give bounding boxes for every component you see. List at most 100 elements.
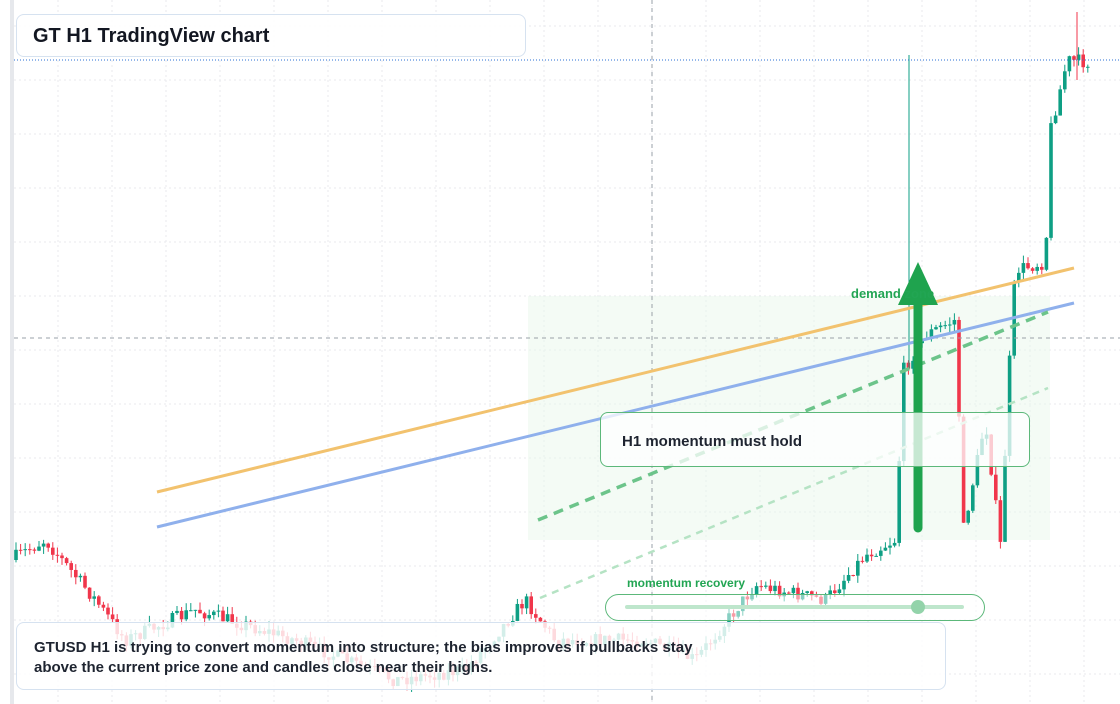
candle-body bbox=[212, 611, 216, 616]
candle-body bbox=[230, 614, 234, 624]
candle-body bbox=[929, 329, 934, 339]
candle-body bbox=[902, 362, 906, 462]
candle-body bbox=[179, 610, 184, 620]
candle-body bbox=[83, 575, 87, 588]
candle-body bbox=[938, 325, 943, 328]
candle-body bbox=[520, 603, 524, 609]
candle-body bbox=[1026, 263, 1030, 269]
candle-body bbox=[1007, 355, 1012, 456]
candle-body bbox=[106, 607, 110, 615]
candle-body bbox=[32, 549, 37, 551]
candle-body bbox=[846, 575, 851, 581]
candle-body bbox=[18, 549, 23, 551]
candle-body bbox=[764, 585, 768, 587]
candle-body bbox=[1063, 71, 1067, 90]
candle-body bbox=[943, 325, 947, 327]
note-box: H1 momentum must hold bbox=[600, 412, 1030, 467]
summary-box: GTUSD H1 is trying to convert momentum i… bbox=[16, 622, 946, 690]
candle-body bbox=[207, 615, 211, 619]
candle-body bbox=[221, 610, 225, 622]
candle-body bbox=[787, 592, 791, 594]
candle-body bbox=[198, 609, 202, 614]
candle-body bbox=[888, 545, 892, 548]
candle-body bbox=[23, 549, 27, 551]
candle-body bbox=[911, 360, 915, 369]
candle-body bbox=[28, 549, 32, 551]
arrow-head bbox=[898, 262, 938, 305]
slider-box bbox=[605, 594, 985, 621]
candle-body bbox=[828, 590, 832, 595]
title-box: GT H1 TradingView chart bbox=[16, 14, 526, 57]
summary-text: GTUSD H1 is trying to convert momentum i… bbox=[34, 639, 693, 676]
candle-body bbox=[957, 319, 961, 417]
candle-body bbox=[193, 609, 198, 611]
candle-body bbox=[961, 416, 966, 523]
candle-body bbox=[1058, 89, 1062, 116]
candle-body bbox=[55, 554, 60, 556]
candle-body bbox=[971, 485, 975, 511]
candle-body bbox=[805, 591, 809, 593]
candle-body bbox=[97, 596, 101, 605]
candle-body bbox=[1081, 54, 1085, 68]
candle-body bbox=[1067, 56, 1072, 72]
candle-body bbox=[810, 591, 814, 596]
zone-label: demand zone bbox=[851, 286, 935, 301]
candle-body bbox=[796, 587, 800, 600]
candle-body bbox=[78, 575, 83, 578]
candle-body bbox=[1086, 66, 1090, 68]
candle-body bbox=[202, 613, 207, 619]
candle-body bbox=[1035, 266, 1039, 271]
candle-body bbox=[759, 586, 763, 588]
candle-body bbox=[225, 614, 230, 622]
candle-body bbox=[856, 560, 860, 576]
candle-body bbox=[534, 614, 538, 618]
candle-body bbox=[41, 543, 46, 547]
candle-body bbox=[906, 362, 911, 369]
candle-body bbox=[934, 327, 938, 330]
candle-body bbox=[74, 569, 78, 578]
candle-body bbox=[538, 617, 543, 622]
candle-body bbox=[833, 590, 837, 593]
candle-body bbox=[754, 586, 759, 595]
candle-body bbox=[1049, 123, 1053, 238]
candle-body bbox=[216, 610, 221, 612]
candle-body bbox=[69, 563, 73, 570]
candle-body bbox=[874, 555, 878, 557]
candle-body bbox=[1076, 54, 1081, 60]
candle-body bbox=[879, 550, 883, 556]
candle-body bbox=[524, 596, 529, 609]
candle-body bbox=[529, 596, 533, 615]
slider-label: momentum recovery bbox=[627, 576, 746, 590]
candle-body bbox=[768, 585, 773, 592]
candle-body bbox=[842, 580, 846, 590]
candle-body bbox=[46, 543, 50, 548]
left-edge bbox=[10, 0, 14, 704]
candle-body bbox=[1040, 266, 1044, 270]
candle-body bbox=[87, 587, 92, 599]
candle-body bbox=[897, 461, 901, 543]
title: GT H1 TradingView chart bbox=[33, 25, 270, 47]
candle-body bbox=[791, 587, 796, 594]
candle-body bbox=[175, 610, 179, 614]
candle-body bbox=[994, 474, 998, 501]
candle-body bbox=[892, 542, 897, 546]
candle-body bbox=[37, 546, 41, 551]
candle-body bbox=[101, 604, 106, 608]
candle-body bbox=[1072, 56, 1076, 60]
candle-body bbox=[184, 610, 188, 620]
candle-body bbox=[998, 500, 1003, 542]
candle-body bbox=[110, 614, 115, 620]
candle-body bbox=[975, 454, 980, 486]
candle-body bbox=[777, 585, 782, 597]
candle-body bbox=[1044, 237, 1049, 270]
candle-body bbox=[883, 547, 888, 551]
candle-body bbox=[865, 554, 869, 562]
candle-body bbox=[1021, 263, 1026, 273]
candle-body bbox=[948, 324, 952, 326]
candle-body bbox=[1017, 272, 1021, 283]
candle-body bbox=[92, 596, 96, 599]
candle-body bbox=[1030, 268, 1035, 271]
candle-body bbox=[515, 603, 520, 621]
candle-body bbox=[1053, 115, 1058, 124]
